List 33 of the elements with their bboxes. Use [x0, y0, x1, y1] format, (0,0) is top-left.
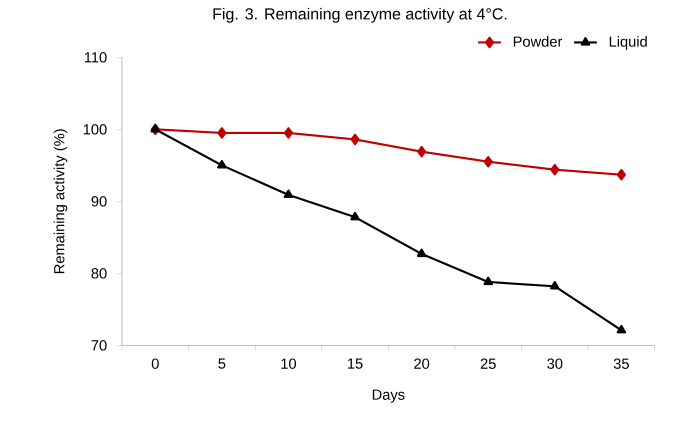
- x-axis-title: Days: [372, 390, 405, 403]
- point: [217, 127, 226, 139]
- x-tick-label: 5: [218, 358, 226, 369]
- legend-label: Powder: [514, 36, 562, 47]
- x-tick-label: 20: [414, 358, 430, 369]
- point: [217, 160, 227, 169]
- point: [550, 280, 560, 290]
- point: [483, 276, 493, 286]
- point: [484, 156, 493, 168]
- x-tick-label: 15: [348, 358, 363, 369]
- y-axis-title: Remaining activity (%): [54, 129, 68, 274]
- x-tick-label: 0: [152, 358, 159, 369]
- x-tick-label: 25: [480, 358, 496, 369]
- x-tick-label: 10: [281, 358, 296, 369]
- point: [350, 212, 360, 220]
- chart-title: Fig. 3. Remaining enzyme activity at 4°C.: [213, 8, 506, 23]
- point: [616, 324, 626, 334]
- point: [416, 248, 426, 258]
- point: [284, 127, 294, 139]
- x-tick-label: 30: [547, 358, 562, 369]
- point: [150, 124, 160, 133]
- point: [284, 190, 294, 198]
- point: [417, 146, 426, 158]
- point: [350, 134, 360, 146]
- point: [550, 164, 560, 176]
- y-tick-label: 80: [91, 268, 107, 279]
- legend-label: Liquid: [610, 36, 647, 50]
- point: [616, 168, 626, 180]
- y-tick-label: 110: [84, 52, 107, 63]
- y-tick-label: 100: [84, 124, 107, 135]
- x-tick-label: 35: [614, 358, 629, 369]
- y-tick-label: 90: [92, 196, 107, 207]
- y-tick-label: 70: [92, 340, 107, 351]
